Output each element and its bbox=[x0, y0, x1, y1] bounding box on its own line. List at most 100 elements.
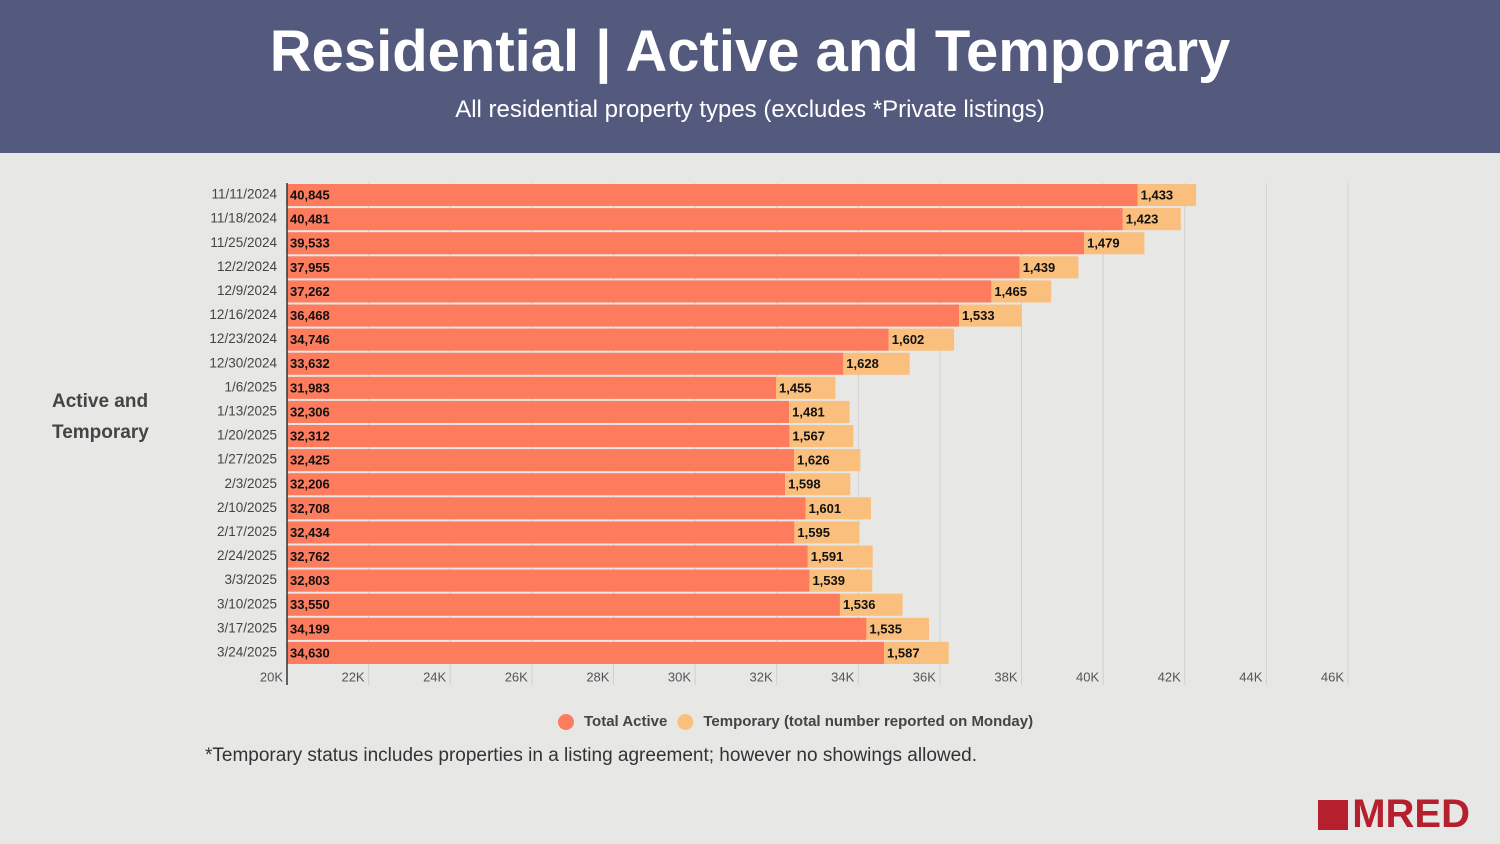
x-tick-label: 34K bbox=[831, 669, 854, 684]
data-label: 34,746 bbox=[290, 332, 330, 347]
bar-segment bbox=[287, 208, 1123, 231]
bar-segment bbox=[839, 593, 903, 616]
y-tick-label: 1/13/2025 bbox=[217, 404, 277, 419]
data-label: 1,533 bbox=[962, 308, 995, 323]
data-label: 1,455 bbox=[779, 380, 812, 395]
bar-segment bbox=[866, 617, 930, 640]
data-label: 32,306 bbox=[290, 404, 330, 419]
data-label: 39,533 bbox=[290, 236, 330, 251]
x-tick-label: 24K bbox=[423, 669, 446, 684]
bar-segment bbox=[287, 232, 1085, 255]
bar-segment bbox=[287, 400, 790, 423]
bar-segment bbox=[287, 617, 867, 640]
legend-label: Total Active bbox=[584, 713, 667, 730]
data-label: 1,481 bbox=[792, 404, 825, 419]
bar-segment bbox=[1019, 256, 1079, 279]
y-tick-label: 12/9/2024 bbox=[217, 283, 278, 298]
data-label: 1,628 bbox=[846, 356, 879, 371]
y-tick-label: 2/17/2025 bbox=[217, 524, 277, 539]
legend-marker bbox=[558, 714, 574, 730]
x-tick-label: 26K bbox=[505, 669, 528, 684]
bar-segment bbox=[287, 280, 992, 303]
x-tick-label: 20K bbox=[260, 669, 283, 684]
x-tick-label: 22K bbox=[341, 669, 364, 684]
bar-segment bbox=[287, 521, 795, 544]
logo-icon bbox=[1318, 799, 1349, 830]
data-label: 34,630 bbox=[290, 645, 330, 660]
data-label: 1,591 bbox=[811, 549, 844, 564]
bar-segment bbox=[809, 569, 873, 592]
bar-segment bbox=[287, 256, 1020, 279]
bar-segment bbox=[794, 449, 861, 472]
header: Residential | Active and Temporary All r… bbox=[0, 0, 1500, 153]
data-label: 1,567 bbox=[792, 428, 825, 443]
logo: MRED bbox=[1318, 792, 1470, 837]
bar-segment bbox=[789, 425, 854, 448]
data-label: 40,845 bbox=[290, 187, 330, 202]
x-tick-label: 36K bbox=[913, 669, 936, 684]
bar-segment bbox=[287, 352, 844, 375]
bar-segment bbox=[843, 352, 910, 375]
data-label: 1,626 bbox=[797, 453, 830, 468]
bar-segment bbox=[287, 184, 1138, 207]
bar-segment bbox=[287, 641, 885, 664]
data-label: 1,465 bbox=[994, 284, 1027, 299]
y-tick-label: 11/11/2024 bbox=[211, 187, 277, 202]
bar-segment bbox=[287, 425, 790, 448]
y-tick-label: 11/25/2024 bbox=[210, 235, 277, 250]
x-tick-label: 42K bbox=[1158, 669, 1181, 684]
data-label: 1,595 bbox=[797, 525, 830, 540]
x-tick-label: 44K bbox=[1239, 669, 1262, 684]
bar-segment bbox=[794, 521, 860, 544]
data-label: 32,803 bbox=[290, 573, 330, 588]
bar-segment bbox=[1137, 184, 1197, 207]
y-tick-label: 3/24/2025 bbox=[217, 645, 277, 660]
data-label: 1,535 bbox=[869, 621, 902, 636]
data-label: 31,983 bbox=[290, 380, 330, 395]
bar-segment bbox=[789, 400, 850, 423]
x-tick-label: 38K bbox=[994, 669, 1017, 684]
bar-segment bbox=[287, 497, 806, 520]
legend-label: Temporary (total number reported on Mond… bbox=[703, 713, 1033, 730]
logo-text: MRED bbox=[1352, 792, 1470, 836]
subtitle: All residential property types (excludes… bbox=[455, 96, 1045, 123]
y-tick-label: 3/10/2025 bbox=[217, 596, 277, 611]
x-tick-label: 40K bbox=[1076, 669, 1099, 684]
data-label: 32,762 bbox=[290, 549, 330, 564]
data-label: 1,587 bbox=[887, 645, 920, 660]
y-tick-label: 2/24/2025 bbox=[217, 548, 277, 563]
data-label: 1,423 bbox=[1126, 212, 1159, 227]
bar-segment bbox=[807, 545, 873, 568]
data-label: 1,536 bbox=[843, 597, 876, 612]
title: Residential | Active and Temporary bbox=[269, 19, 1231, 84]
x-tick-label: 32K bbox=[750, 669, 773, 684]
y-tick-label: 12/16/2024 bbox=[209, 307, 277, 322]
bar-segment bbox=[287, 304, 960, 327]
y-tick-label: 11/18/2024 bbox=[210, 211, 277, 226]
data-label: 32,425 bbox=[290, 453, 330, 468]
data-label: 33,550 bbox=[290, 597, 330, 612]
data-label: 1,439 bbox=[1023, 260, 1056, 275]
bar-segment bbox=[991, 280, 1052, 303]
data-label: 1,539 bbox=[812, 573, 845, 588]
y-tick-label: 3/17/2025 bbox=[217, 620, 277, 635]
data-label: 37,262 bbox=[290, 284, 330, 299]
bar-segment bbox=[1084, 232, 1145, 255]
bar-segment bbox=[287, 376, 776, 399]
data-label: 1,602 bbox=[892, 332, 925, 347]
bar-segment bbox=[1122, 208, 1181, 231]
bar-segment bbox=[287, 593, 840, 616]
bar-segment bbox=[959, 304, 1022, 327]
y-tick-label: 2/3/2025 bbox=[224, 476, 277, 491]
data-label: 36,468 bbox=[290, 308, 330, 323]
data-label: 1,601 bbox=[809, 501, 842, 516]
bar-segment bbox=[287, 545, 808, 568]
bar-segment bbox=[287, 328, 889, 351]
data-label: 37,955 bbox=[290, 260, 330, 275]
data-label: 32,312 bbox=[290, 428, 330, 443]
data-label: 1,433 bbox=[1141, 187, 1174, 202]
bar-segment bbox=[287, 473, 786, 496]
footnote: *Temporary status includes properties in… bbox=[205, 745, 978, 766]
x-tick-label: 28K bbox=[586, 669, 609, 684]
